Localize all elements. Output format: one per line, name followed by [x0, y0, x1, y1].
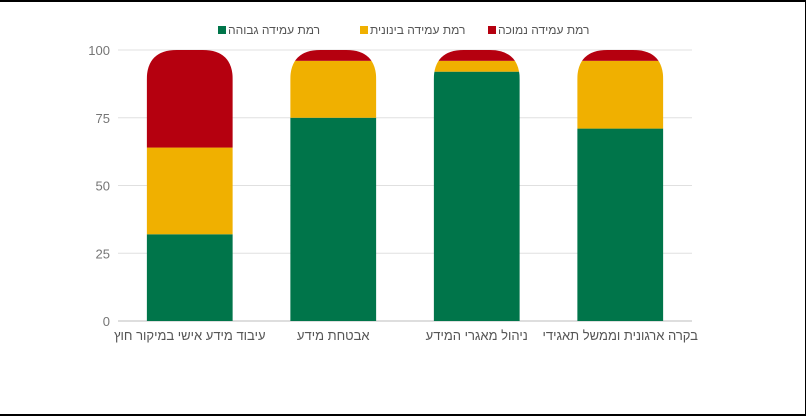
- x-tick-label: עיבוד מידע אישי במיקור חוץ: [114, 328, 266, 343]
- bar-segment[interactable]: [433, 71, 520, 321]
- bar-stack: [146, 50, 233, 321]
- axes: 0 25 50 75 100 עיבוד מידע אישי במיקור חוץ אבטח…: [88, 43, 698, 343]
- bar-segment[interactable]: [290, 117, 377, 321]
- bar-segment[interactable]: [433, 50, 520, 61]
- bar-segment[interactable]: [433, 60, 520, 72]
- y-tick-label: 50: [96, 179, 110, 194]
- legend-label[interactable]: רמת עמידה גבוהה: [228, 23, 320, 37]
- legend-swatch: [488, 26, 496, 34]
- y-tick-label: 25: [96, 246, 110, 261]
- legend-label[interactable]: רמת עמידה נמוכה: [498, 23, 589, 37]
- bar-segment[interactable]: [577, 50, 664, 61]
- legend-label[interactable]: רמת עמידה בינונית: [370, 23, 465, 37]
- bars: [146, 50, 664, 321]
- bar-segment[interactable]: [146, 50, 233, 148]
- x-tick-label: אבטחת מידע: [297, 328, 370, 343]
- y-tick-label: 0: [103, 314, 110, 329]
- bar-segment[interactable]: [290, 50, 377, 61]
- bar-segment[interactable]: [146, 234, 233, 321]
- y-tick-label: 100: [88, 43, 110, 58]
- bar-segment[interactable]: [577, 60, 664, 129]
- y-tick-label: 75: [96, 111, 110, 126]
- bar-stack: [577, 50, 664, 321]
- bar-segment[interactable]: [146, 147, 233, 235]
- bar-segment[interactable]: [577, 128, 664, 321]
- bar-stack: [433, 50, 520, 321]
- legend-swatch: [360, 26, 368, 34]
- x-tick-label: ניהול מאגרי המידע: [426, 328, 528, 343]
- legend: רמת עמידה גבוהה רמת עמידה בינונית רמת עמיד…: [218, 23, 589, 37]
- bar-stack: [290, 50, 377, 321]
- bar-segment[interactable]: [290, 60, 377, 118]
- legend-swatch: [218, 26, 226, 34]
- x-tick-label: בקרה ארגונית וממשל תאגידי: [543, 328, 699, 343]
